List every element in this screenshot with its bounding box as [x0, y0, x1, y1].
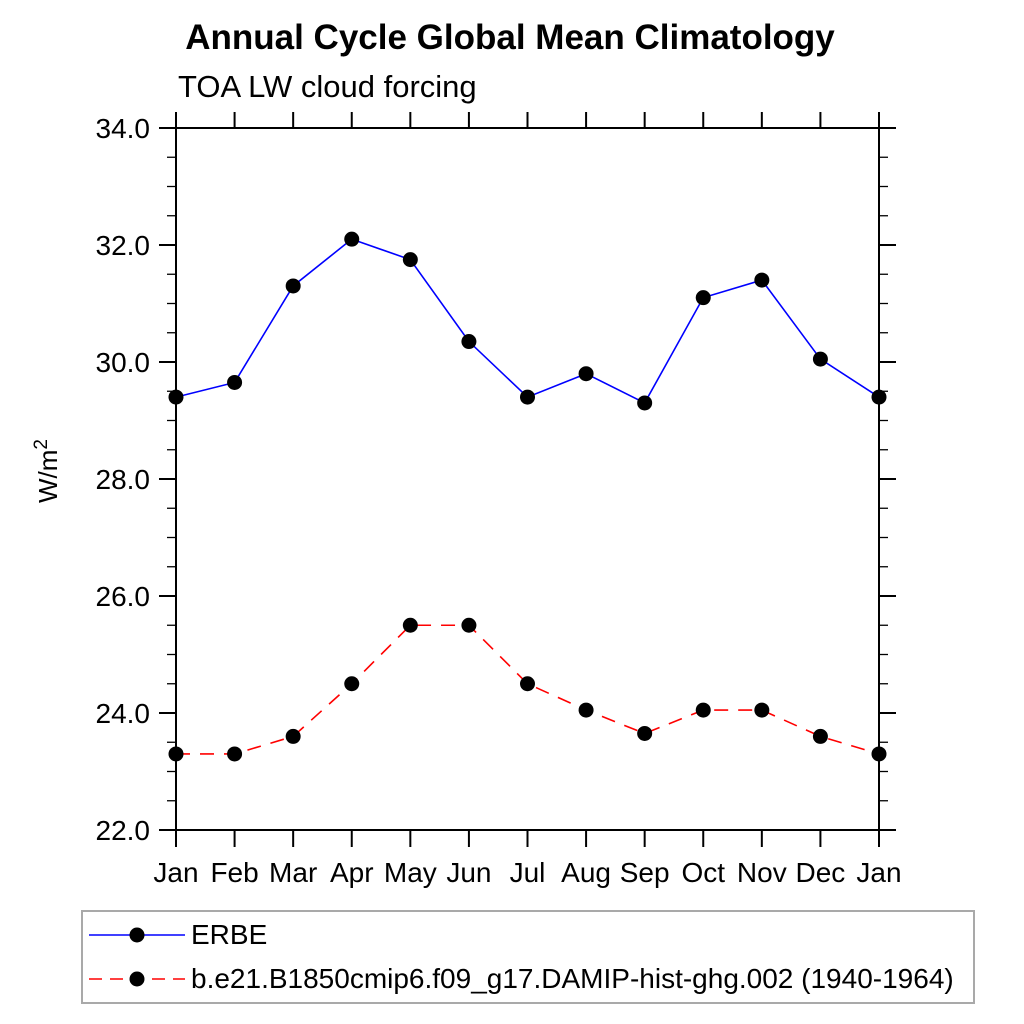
legend-box: ERBE b.e21.B1850cmip6.f09_g17.DAMIP-hist-…: [81, 910, 975, 1004]
data-point-marker: [578, 702, 594, 718]
legend-label: b.e21.B1850cmip6.f09_g17.DAMIP-hist-ghg.…: [191, 963, 954, 994]
chart-title: Annual Cycle Global Mean Climatology: [185, 18, 835, 57]
x-tick-label: Dec: [796, 857, 846, 888]
data-point-marker: [168, 746, 184, 762]
y-tick-label: 30.0: [96, 347, 151, 378]
y-tick-label: 22.0: [96, 815, 151, 846]
x-tick-label: May: [384, 857, 437, 888]
data-point-marker: [227, 746, 243, 762]
data-point-marker: [812, 728, 828, 744]
data-point-marker: [754, 272, 770, 288]
data-point-marker: [695, 290, 711, 306]
y-tick-label: 26.0: [96, 581, 151, 612]
data-point-marker: [168, 389, 184, 405]
data-point-marker: [461, 334, 477, 350]
data-point-marker: [754, 702, 770, 718]
data-point-marker: [695, 702, 711, 718]
data-point-marker: [578, 366, 594, 382]
data-point-marker: [285, 728, 301, 744]
axis-ticks: Jan Feb Mar Apr May Jun Jul Aug Sep Oct Nov Dec Jan2…: [96, 112, 902, 888]
legend-label: ERBE: [191, 919, 268, 950]
legend-swatch: [89, 971, 185, 987]
data-point-marker: [812, 351, 828, 367]
x-tick-label: Nov: [737, 857, 787, 888]
series-1: [168, 617, 887, 762]
y-axis-label: W/m2: [31, 439, 63, 503]
series-line: [175, 238, 880, 405]
data-point-marker: [637, 395, 653, 411]
data-point-marker: [871, 389, 887, 405]
legend-item: b.e21.B1850cmip6.f09_g17.DAMIP-hist-ghg.…: [83, 957, 973, 1001]
series-layer: [168, 231, 887, 762]
y-tick-label: 34.0: [96, 113, 151, 144]
data-point-marker: [461, 617, 477, 633]
legend-marker: [129, 927, 145, 943]
y-axis-unit-exponent: 2: [31, 439, 52, 450]
data-point-marker: [227, 374, 243, 390]
data-point-marker: [402, 617, 418, 633]
data-point-marker: [285, 278, 301, 294]
data-point-marker: [344, 676, 360, 692]
x-tick-label: Jan: [153, 857, 198, 888]
x-tick-label: Jun: [446, 857, 491, 888]
legend-item: ERBE: [83, 913, 973, 957]
x-tick-label: Jul: [510, 857, 546, 888]
x-tick-label: Apr: [330, 857, 374, 888]
x-tick-label: Aug: [561, 857, 611, 888]
x-tick-label: Mar: [269, 857, 317, 888]
data-point-marker: [520, 389, 535, 405]
data-point-marker: [402, 252, 418, 268]
x-tick-label: Jan: [856, 857, 901, 888]
data-point-marker: [871, 746, 887, 762]
legend-marker: [129, 971, 145, 987]
legend-swatch: [89, 927, 185, 943]
data-point-marker: [344, 231, 360, 247]
series-0: [168, 231, 887, 411]
data-point-marker: [637, 725, 653, 741]
x-tick-label: Feb: [210, 857, 258, 888]
plot-frame: [175, 127, 880, 831]
y-tick-label: 24.0: [96, 698, 151, 729]
y-tick-label: 28.0: [96, 464, 151, 495]
chart-subtitle: TOA LW cloud forcing: [178, 69, 477, 104]
data-point-marker: [520, 676, 535, 692]
y-axis-unit-base: W/m: [33, 450, 63, 503]
x-tick-label: Sep: [620, 857, 670, 888]
x-tick-label: Oct: [681, 857, 725, 888]
y-tick-label: 32.0: [96, 230, 151, 261]
